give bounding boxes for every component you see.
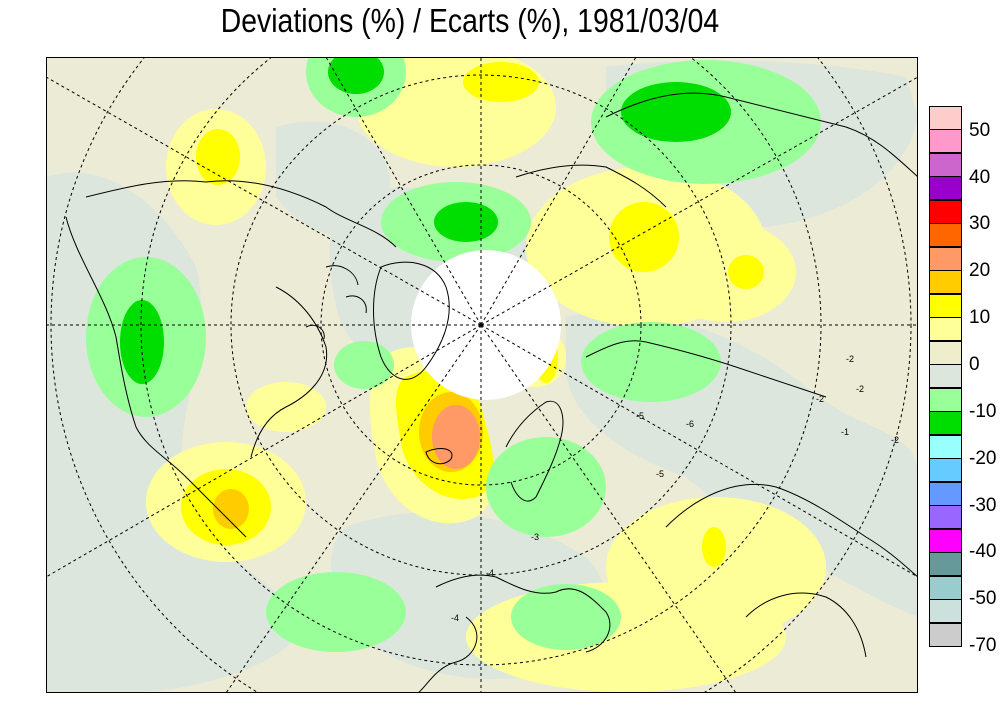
legend-color-box bbox=[929, 481, 962, 506]
map-title: Deviations (%) / Ecarts (%), 1981/03/04 bbox=[220, 2, 720, 39]
legend-label: 10 bbox=[969, 307, 991, 328]
meridian-lines bbox=[46, 57, 918, 693]
contour-label: -4 bbox=[451, 613, 459, 623]
legend-color-box bbox=[929, 176, 962, 201]
deviation-map: -5 -5 -6 -3 -4 -4 -2 -2 -1 -2 -2 bbox=[46, 57, 918, 693]
legend-color-box bbox=[929, 552, 962, 577]
positive-high-zones bbox=[213, 392, 483, 529]
contour-label: -2 bbox=[891, 435, 899, 445]
contour-label: -2 bbox=[846, 354, 854, 364]
legend-label: 40 bbox=[969, 167, 991, 188]
legend-color-box bbox=[929, 246, 962, 271]
contour-label: -4 bbox=[486, 568, 494, 578]
contour-label: -5 bbox=[636, 411, 644, 421]
contour-label: -1 bbox=[841, 427, 849, 437]
legend-label: 50 bbox=[969, 120, 991, 141]
legend-label: -40 bbox=[969, 541, 997, 562]
legend-color-box bbox=[929, 528, 962, 553]
legend-color-box bbox=[929, 317, 962, 342]
map-frame bbox=[46, 57, 918, 693]
legend-color-box bbox=[929, 129, 962, 154]
legend-label: 30 bbox=[969, 213, 991, 234]
legend-color-box bbox=[929, 293, 962, 318]
legend-label: -50 bbox=[969, 588, 997, 609]
legend-color-box bbox=[929, 505, 962, 530]
legend-color-box bbox=[929, 575, 962, 600]
contour-labels: -5 -5 -6 -3 -4 -4 -2 -2 -1 -2 -2 bbox=[451, 354, 899, 623]
contour-label: -3 bbox=[531, 532, 539, 542]
contour-label: -5 bbox=[656, 469, 664, 479]
polar-cap bbox=[411, 250, 561, 400]
contour-label: -2 bbox=[816, 394, 824, 404]
contour-label: -6 bbox=[686, 419, 694, 429]
legend-color-box bbox=[929, 340, 962, 365]
legend-label: 0 bbox=[969, 354, 980, 375]
legend-color-box bbox=[929, 458, 962, 483]
legend-color-box bbox=[929, 599, 962, 624]
legend-color-box bbox=[929, 106, 962, 130]
legend-color-box bbox=[929, 199, 962, 224]
negative-light-zones bbox=[86, 57, 821, 652]
legend-label: -70 bbox=[969, 635, 997, 656]
legend-color-box bbox=[929, 152, 962, 177]
coastlines bbox=[65, 92, 918, 693]
legend-color-box bbox=[929, 223, 962, 248]
contour-label: -2 bbox=[856, 384, 864, 394]
legend-color-box bbox=[929, 411, 962, 436]
legend-color-box bbox=[929, 364, 962, 389]
legend-label: -20 bbox=[969, 448, 997, 469]
legend-label: -30 bbox=[969, 495, 997, 516]
legend-color-box bbox=[929, 270, 962, 295]
legend-color-box bbox=[929, 622, 962, 647]
legend-color-box bbox=[929, 387, 962, 412]
legend-label: -10 bbox=[969, 401, 997, 422]
color-legend: 50 40 30 20 10 0 -10 -20 -30 -40 -50 -70 bbox=[929, 106, 999, 655]
legend-label: 20 bbox=[969, 260, 991, 281]
legend-color-box bbox=[929, 434, 962, 459]
